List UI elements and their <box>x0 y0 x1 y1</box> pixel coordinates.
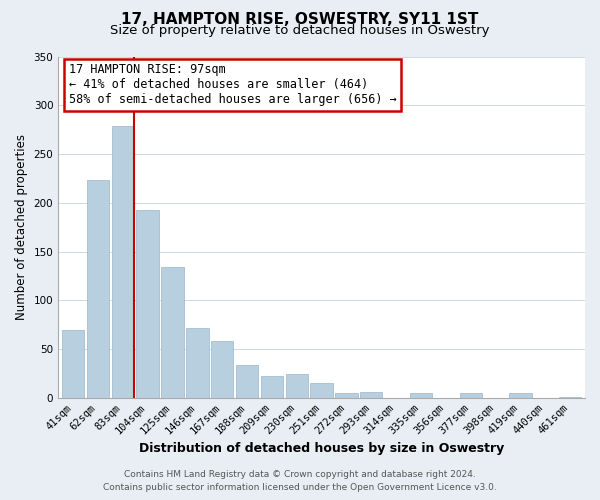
Bar <box>509 393 532 398</box>
Text: 17, HAMPTON RISE, OSWESTRY, SY11 1ST: 17, HAMPTON RISE, OSWESTRY, SY11 1ST <box>121 12 479 28</box>
Bar <box>410 393 432 398</box>
Text: Size of property relative to detached houses in Oswestry: Size of property relative to detached ho… <box>110 24 490 37</box>
Bar <box>112 126 134 398</box>
Bar <box>559 397 581 398</box>
Bar <box>460 393 482 398</box>
Text: 17 HAMPTON RISE: 97sqm
← 41% of detached houses are smaller (464)
58% of semi-de: 17 HAMPTON RISE: 97sqm ← 41% of detached… <box>69 64 397 106</box>
Bar <box>87 180 109 398</box>
Bar <box>211 342 233 398</box>
Bar <box>62 330 84 398</box>
Bar <box>186 328 209 398</box>
X-axis label: Distribution of detached houses by size in Oswestry: Distribution of detached houses by size … <box>139 442 504 455</box>
Y-axis label: Number of detached properties: Number of detached properties <box>15 134 28 320</box>
Bar <box>260 376 283 398</box>
Bar <box>236 365 258 398</box>
Bar <box>310 384 333 398</box>
Text: Contains HM Land Registry data © Crown copyright and database right 2024.
Contai: Contains HM Land Registry data © Crown c… <box>103 470 497 492</box>
Bar <box>360 392 382 398</box>
Bar <box>161 268 184 398</box>
Bar <box>136 210 159 398</box>
Bar <box>335 393 358 398</box>
Bar <box>286 374 308 398</box>
